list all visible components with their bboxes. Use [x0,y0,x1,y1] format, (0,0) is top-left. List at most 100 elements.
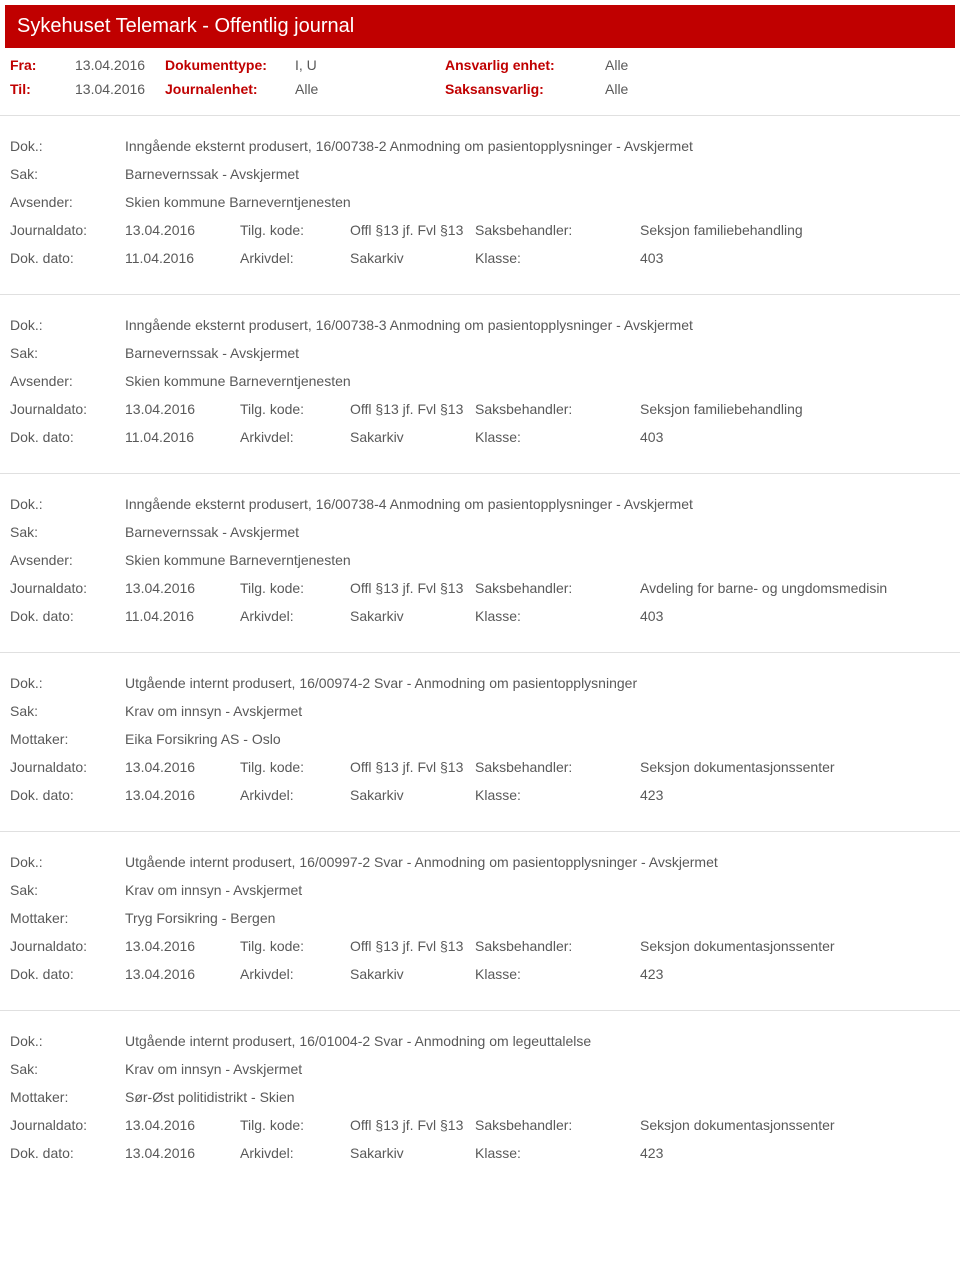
arkivdel-value: Sakarkiv [350,1145,475,1161]
saksbehandler-label: Saksbehandler: [475,1117,640,1133]
filter-journalunit-value: Alle [295,81,445,97]
journaldato-value: 13.04.2016 [125,222,240,238]
journal-entry: Dok.: Utgående internt produsert, 16/009… [0,652,960,817]
party-value: Skien kommune Barneverntjenesten [125,552,950,568]
tilgkode-value: Offl §13 jf. Fvl §13 [350,401,475,417]
tilgkode-label: Tilg. kode: [240,401,350,417]
filter-row-2: Til: 13.04.2016 Journalenhet: Alle Saksa… [0,77,960,101]
dokdato-value: 13.04.2016 [125,787,240,803]
sak-value: Krav om innsyn - Avskjermet [125,703,950,719]
sak-label: Sak: [10,882,125,898]
filter-doctype-value: I, U [295,57,445,73]
saksbehandler-label: Saksbehandler: [475,580,640,596]
tilgkode-value: Offl §13 jf. Fvl §13 [350,759,475,775]
dokdato-label: Dok. dato: [10,787,125,803]
sak-value: Krav om innsyn - Avskjermet [125,1061,950,1077]
party-value: Tryg Forsikring - Bergen [125,910,950,926]
dokdato-label: Dok. dato: [10,966,125,982]
dok-value: Inngående eksternt produsert, 16/00738-2… [125,138,950,154]
sak-value: Barnevernssak - Avskjermet [125,345,950,361]
saksbehandler-value: Seksjon familiebehandling [640,222,950,238]
party-label: Avsender: [10,373,125,389]
dok-label: Dok.: [10,675,125,691]
klasse-label: Klasse: [475,429,640,445]
dokdato-value: 13.04.2016 [125,1145,240,1161]
party-value: Sør-Øst politidistrikt - Skien [125,1089,950,1105]
journaldato-value: 13.04.2016 [125,580,240,596]
klasse-label: Klasse: [475,608,640,624]
page-title: Sykehuset Telemark - Offentlig journal [5,5,955,48]
sak-value: Barnevernssak - Avskjermet [125,524,950,540]
filter-from-label: Fra: [10,57,75,73]
filter-row-1: Fra: 13.04.2016 Dokumenttype: I, U Ansva… [0,53,960,77]
saksbehandler-label: Saksbehandler: [475,759,640,775]
party-value: Skien kommune Barneverntjenesten [125,194,950,210]
sak-label: Sak: [10,345,125,361]
sak-value: Barnevernssak - Avskjermet [125,166,950,182]
dok-value: Utgående internt produsert, 16/00997-2 S… [125,854,950,870]
arkivdel-label: Arkivdel: [240,429,350,445]
dokdato-label: Dok. dato: [10,608,125,624]
journaldato-label: Journaldato: [10,759,125,775]
party-label: Avsender: [10,194,125,210]
journaldato-value: 13.04.2016 [125,401,240,417]
dokdato-label: Dok. dato: [10,429,125,445]
tilgkode-value: Offl §13 jf. Fvl §13 [350,1117,475,1133]
journaldato-label: Journaldato: [10,1117,125,1133]
arkivdel-label: Arkivdel: [240,1145,350,1161]
saksbehandler-label: Saksbehandler: [475,938,640,954]
dokdato-value: 13.04.2016 [125,966,240,982]
tilgkode-label: Tilg. kode: [240,759,350,775]
klasse-label: Klasse: [475,250,640,266]
saksbehandler-value: Avdeling for barne- og ungdomsmedisin [640,580,950,596]
tilgkode-label: Tilg. kode: [240,222,350,238]
sak-label: Sak: [10,1061,125,1077]
dok-label: Dok.: [10,854,125,870]
arkivdel-label: Arkivdel: [240,966,350,982]
dokdato-value: 11.04.2016 [125,608,240,624]
dokdato-value: 11.04.2016 [125,250,240,266]
dok-label: Dok.: [10,496,125,512]
journaldato-label: Journaldato: [10,222,125,238]
journal-entry: Dok.: Utgående internt produsert, 16/009… [0,831,960,996]
saksbehandler-value: Seksjon dokumentasjonssenter [640,1117,950,1133]
party-label: Mottaker: [10,731,125,747]
tilgkode-value: Offl §13 jf. Fvl §13 [350,580,475,596]
klasse-label: Klasse: [475,787,640,803]
dok-label: Dok.: [10,1033,125,1049]
filter-unit-label: Ansvarlig enhet: [445,57,605,73]
dok-value: Utgående internt produsert, 16/00974-2 S… [125,675,950,691]
tilgkode-value: Offl §13 jf. Fvl §13 [350,222,475,238]
party-label: Avsender: [10,552,125,568]
arkivdel-value: Sakarkiv [350,787,475,803]
klasse-value: 423 [640,1145,950,1161]
journaldato-label: Journaldato: [10,401,125,417]
party-value: Skien kommune Barneverntjenesten [125,373,950,389]
journaldato-label: Journaldato: [10,938,125,954]
arkivdel-label: Arkivdel: [240,250,350,266]
journal-entry: Dok.: Inngående eksternt produsert, 16/0… [0,115,960,280]
party-label: Mottaker: [10,1089,125,1105]
party-label: Mottaker: [10,910,125,926]
arkivdel-value: Sakarkiv [350,608,475,624]
tilgkode-label: Tilg. kode: [240,938,350,954]
dokdato-label: Dok. dato: [10,1145,125,1161]
arkivdel-label: Arkivdel: [240,787,350,803]
journaldato-value: 13.04.2016 [125,938,240,954]
dok-label: Dok.: [10,317,125,333]
filter-journalunit-label: Journalenhet: [165,81,295,97]
dokdato-label: Dok. dato: [10,250,125,266]
saksbehandler-label: Saksbehandler: [475,401,640,417]
filter-doctype-label: Dokumenttype: [165,57,295,73]
tilgkode-label: Tilg. kode: [240,1117,350,1133]
saksbehandler-value: Seksjon dokumentasjonssenter [640,938,950,954]
klasse-value: 423 [640,787,950,803]
journaldato-value: 13.04.2016 [125,1117,240,1133]
arkivdel-value: Sakarkiv [350,966,475,982]
dok-value: Utgående internt produsert, 16/01004-2 S… [125,1033,950,1049]
klasse-value: 403 [640,250,950,266]
sak-label: Sak: [10,166,125,182]
journaldato-label: Journaldato: [10,580,125,596]
arkivdel-value: Sakarkiv [350,429,475,445]
party-value: Eika Forsikring AS - Oslo [125,731,950,747]
